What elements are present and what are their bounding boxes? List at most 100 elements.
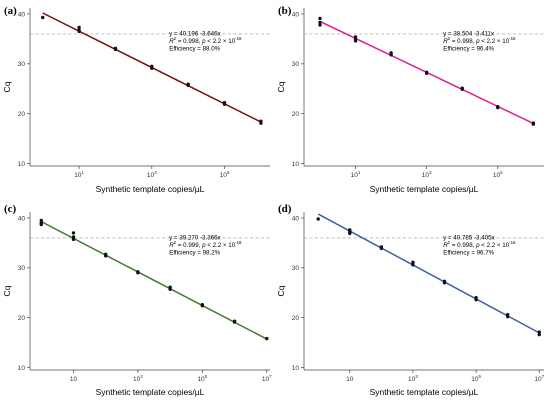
panel-b: (b) 10 20 30 40 101 103 105 y = 38.504 -3.411xR2…: [276, 5, 544, 194]
efficiency-label: Efficiency = 88.0%: [169, 45, 220, 52]
y-tick-label: 10: [292, 161, 300, 168]
data-point: [496, 105, 500, 110]
y-tick-label: 30: [18, 61, 26, 68]
data-point: [39, 218, 43, 223]
x-tick-label: 107: [262, 374, 272, 383]
y-tick-label: 40: [292, 11, 300, 18]
regression-line: [317, 213, 540, 334]
data-point: [353, 35, 358, 39]
data-point: [460, 87, 464, 91]
data-point: [71, 235, 76, 239]
x-tick-label: 105: [220, 170, 230, 179]
data-point: [41, 15, 45, 20]
data-point: [424, 71, 429, 75]
data-point: [411, 263, 415, 267]
data-point: [104, 254, 108, 258]
y-tick-label: 20: [18, 111, 26, 118]
efficiency-label: Efficiency = 96.7%: [443, 249, 494, 256]
y-tick-label: 20: [292, 315, 300, 322]
y-tick-label: 30: [18, 265, 26, 272]
panel-a: (a) 10 20 30 40 101 103 105 y = 40.196 -3.646xR2…: [2, 5, 270, 194]
y-axis-title: Cq: [2, 285, 12, 296]
data-point: [232, 320, 237, 324]
equation-label: y = 39.270 -3.366x: [169, 234, 221, 241]
data-point: [259, 121, 263, 125]
data-point: [265, 336, 269, 341]
panel-c: (c) 10 20 30 40 10 103 105 107 y = 39.270 -3.366x…: [2, 203, 272, 397]
data-point: [136, 271, 140, 275]
x-tick-label: 103: [133, 374, 143, 383]
equation-label: y = 38.504 -3.411x: [443, 30, 495, 37]
data-point: [474, 298, 478, 302]
data-point: [353, 39, 358, 43]
data-point: [531, 122, 536, 126]
panel-letter: (c): [4, 203, 17, 215]
equation-label: y = 40.196 -3.646x: [169, 30, 221, 37]
r2-p-label: R2 = 0.998, p < 2.2 × 10-16: [443, 36, 516, 45]
r2-p-label: R2 = 0.998, p < 2.2 × 10-16: [169, 36, 242, 45]
data-point: [71, 231, 76, 235]
data-point: [71, 237, 76, 242]
r2-p-label: R2 = 0.999, p < 2.2 × 10-16: [169, 240, 242, 249]
data-point: [379, 246, 384, 251]
x-tick-label: 107: [534, 374, 544, 383]
x-tick-label: 103: [408, 374, 418, 383]
x-tick-label: 101: [74, 170, 84, 179]
x-tick-label: 10: [346, 376, 354, 383]
y-axis-title: Cq: [276, 285, 286, 296]
data-point: [411, 260, 415, 265]
x-axis-title: Synthetic template copies/µL: [370, 184, 479, 194]
data-point: [77, 25, 81, 30]
y-tick-label: 40: [292, 215, 300, 222]
y-tick-label: 40: [18, 11, 26, 18]
panel-d: (d) 10 20 30 40 10 103 105 107 y = 40.785 -3.405x…: [276, 203, 545, 397]
data-point: [442, 281, 447, 285]
equation-label: y = 40.785 -3.405x: [443, 234, 495, 241]
efficiency-label: Efficiency = 96.4%: [443, 45, 494, 52]
data-point: [348, 231, 352, 236]
y-tick-label: 10: [18, 161, 26, 168]
x-axis-title: Synthetic template copies/µL: [96, 184, 205, 194]
x-tick-label: 103: [147, 170, 157, 179]
x-axis-title: Synthetic template copies/µL: [370, 387, 479, 397]
data-point: [389, 53, 393, 57]
data-point: [318, 16, 322, 21]
data-point: [113, 47, 118, 52]
y-tick-label: 20: [292, 111, 300, 118]
r2-p-label: R2 = 0.998, p < 2.2 × 10-16: [443, 240, 516, 249]
y-axis-title: Cq: [2, 81, 12, 92]
y-tick-label: 20: [18, 315, 26, 322]
data-point: [150, 66, 154, 71]
data-point: [316, 217, 320, 221]
data-point: [318, 20, 322, 25]
y-tick-label: 30: [292, 265, 300, 272]
x-tick-label: 101: [351, 170, 361, 179]
data-point: [505, 314, 510, 319]
y-tick-label: 10: [292, 365, 300, 372]
panel-letter: (b): [278, 5, 292, 17]
panel-letter: (a): [4, 5, 17, 17]
efficiency-label: Efficiency = 98.2%: [169, 249, 220, 256]
x-tick-label: 103: [422, 170, 432, 179]
y-tick-label: 40: [18, 215, 26, 222]
x-axis-title: Synthetic template copies/µL: [96, 387, 205, 397]
data-point: [537, 332, 541, 337]
data-point: [168, 287, 172, 291]
x-tick-label: 10: [70, 376, 78, 383]
data-point: [77, 29, 81, 34]
y-axis-title: Cq: [276, 81, 286, 92]
panel-letter: (d): [278, 203, 292, 215]
data-point: [318, 23, 322, 27]
data-point: [222, 102, 227, 106]
data-point: [39, 222, 43, 227]
x-tick-label: 105: [197, 374, 207, 383]
data-point: [200, 304, 205, 308]
data-point: [186, 83, 190, 87]
y-tick-label: 10: [18, 365, 26, 372]
y-tick-label: 30: [292, 61, 300, 68]
x-tick-label: 105: [471, 374, 481, 383]
data-point: [537, 330, 541, 334]
regression-line: [40, 220, 268, 340]
